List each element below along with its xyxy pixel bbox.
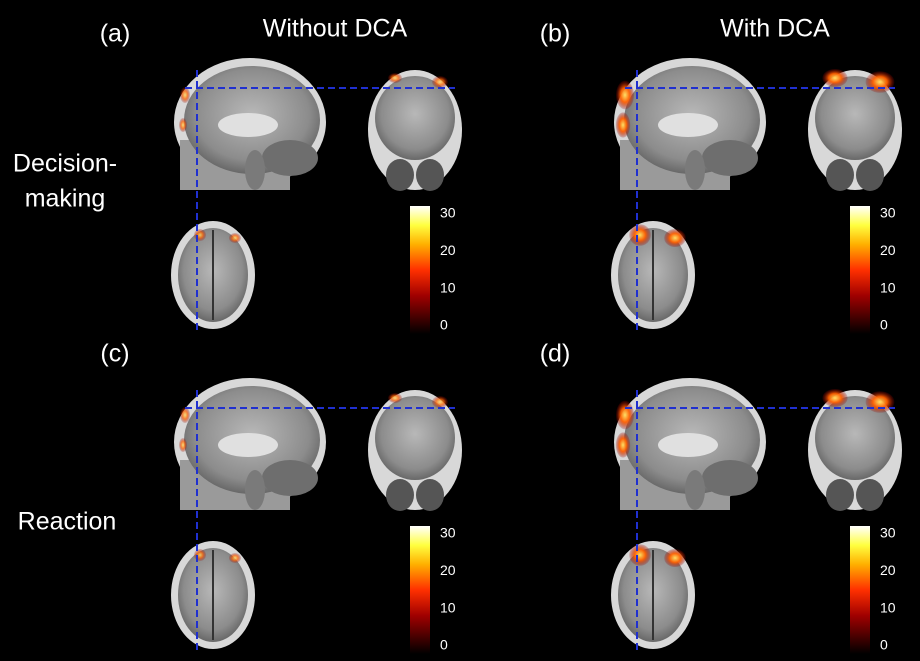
activation	[822, 389, 847, 407]
panel-label: (b)	[540, 20, 571, 48]
colorbar-tick-label: 30	[880, 525, 896, 541]
activation	[866, 391, 895, 413]
colorbar-tick-label: 30	[440, 525, 456, 541]
colorbar-tick-label: 30	[880, 205, 896, 221]
panel-label: (d)	[540, 340, 571, 368]
cerebellum	[262, 460, 318, 496]
activation	[229, 553, 241, 563]
activation	[194, 229, 206, 241]
corpus-callosum	[218, 113, 278, 137]
activation	[432, 396, 448, 408]
coronal-lobe	[856, 159, 884, 191]
panel: (c) 0 10 20 30	[100, 340, 462, 654]
activation	[822, 69, 847, 87]
colorbar-tick-label: 0	[440, 637, 448, 653]
activation	[179, 438, 187, 452]
colorbar	[850, 206, 870, 334]
activation	[229, 233, 241, 243]
brainstem	[245, 470, 265, 510]
colorbar-tick-label: 10	[440, 279, 456, 295]
coronal-lobe	[386, 479, 414, 511]
brainstem	[685, 150, 705, 190]
column-title: With DCA	[720, 15, 830, 43]
activation	[616, 112, 630, 137]
activation	[616, 432, 630, 457]
row-label: making	[25, 185, 106, 213]
activation	[616, 401, 634, 430]
corpus-callosum	[658, 433, 718, 457]
activation	[194, 549, 206, 561]
coronal-lobe	[826, 159, 854, 191]
activation	[180, 407, 190, 423]
colorbar-tick-label: 0	[880, 317, 888, 333]
corpus-callosum	[218, 433, 278, 457]
colorbar-tick-label: 20	[880, 562, 896, 578]
coronal-lobe	[386, 159, 414, 191]
colorbar	[410, 206, 430, 334]
panel-label: (a)	[100, 20, 131, 48]
activation	[388, 73, 402, 83]
colorbar-tick-label: 10	[440, 599, 456, 615]
colorbar-tick-label: 20	[880, 242, 896, 258]
coronal-lobe	[416, 479, 444, 511]
activation	[664, 549, 686, 567]
cerebellum	[702, 460, 758, 496]
coronal-lobe	[826, 479, 854, 511]
activation	[432, 76, 448, 88]
colorbar-tick-label: 30	[440, 205, 456, 221]
coronal-lobe	[416, 159, 444, 191]
colorbar-tick-label: 10	[880, 599, 896, 615]
activation	[629, 544, 651, 566]
row-label: Reaction	[18, 508, 117, 536]
activation	[179, 118, 187, 132]
activation	[388, 393, 402, 403]
panel-label: (c)	[100, 340, 129, 368]
cerebellum	[702, 140, 758, 176]
figure: Without DCA With DCA Decision- making Re…	[0, 0, 920, 661]
brainstem	[685, 470, 705, 510]
panel: (b) 0 10 20 30	[540, 20, 902, 334]
coronal-lobe	[856, 479, 884, 511]
activation	[664, 229, 686, 247]
colorbar-tick-label: 0	[880, 637, 888, 653]
colorbar-tick-label: 20	[440, 242, 456, 258]
panel: (a) 0 10 20 30	[100, 20, 462, 334]
colorbar-tick-label: 10	[880, 279, 896, 295]
activation	[866, 71, 895, 93]
colorbar-tick-label: 0	[440, 317, 448, 333]
activation	[180, 87, 190, 103]
colorbar	[410, 526, 430, 654]
row-label: Decision-	[13, 150, 117, 178]
column-title: Without DCA	[263, 15, 408, 43]
colorbar-tick-label: 20	[440, 562, 456, 578]
cerebellum	[262, 140, 318, 176]
brainstem	[245, 150, 265, 190]
activation	[616, 81, 634, 110]
colorbar	[850, 526, 870, 654]
activation	[629, 224, 651, 246]
corpus-callosum	[658, 113, 718, 137]
panel: (d) 0 10 20 30	[540, 340, 902, 654]
